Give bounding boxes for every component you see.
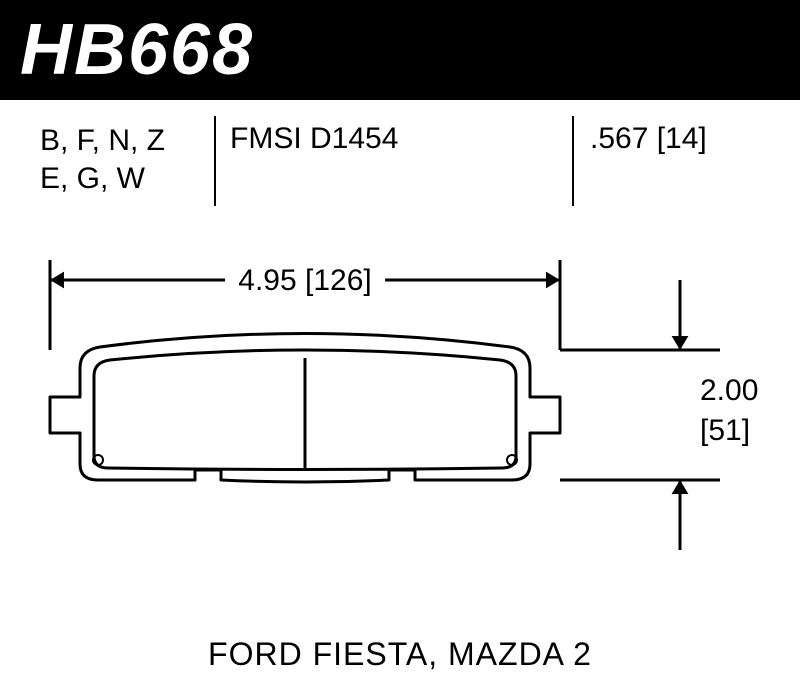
svg-text:2.00: 2.00 (700, 374, 758, 407)
part-number: HB668 (20, 9, 254, 91)
spec-fmsi: FMSI D1454 (230, 122, 398, 156)
vehicle-fitment: FORD FIESTA, MAZDA 2 (0, 636, 800, 673)
brake-pad-diagram: 4.95 [126] 2.00 [51] (0, 230, 800, 630)
svg-text:[51]: [51] (700, 414, 750, 447)
spec-thickness: .567 [14] (590, 122, 707, 156)
spec-divider-2 (572, 116, 574, 206)
spec-row: B, F, N, Z E, G, W FMSI D1454 .567 [14] (0, 110, 800, 210)
compounds-line1: B, F, N, Z (40, 122, 165, 160)
svg-text:4.95 [126]: 4.95 [126] (238, 264, 371, 297)
compounds-line2: E, G, W (40, 160, 165, 198)
spec-divider-1 (214, 116, 216, 206)
part-banner: HB668 (0, 0, 800, 100)
spec-compounds: B, F, N, Z E, G, W (40, 122, 165, 197)
